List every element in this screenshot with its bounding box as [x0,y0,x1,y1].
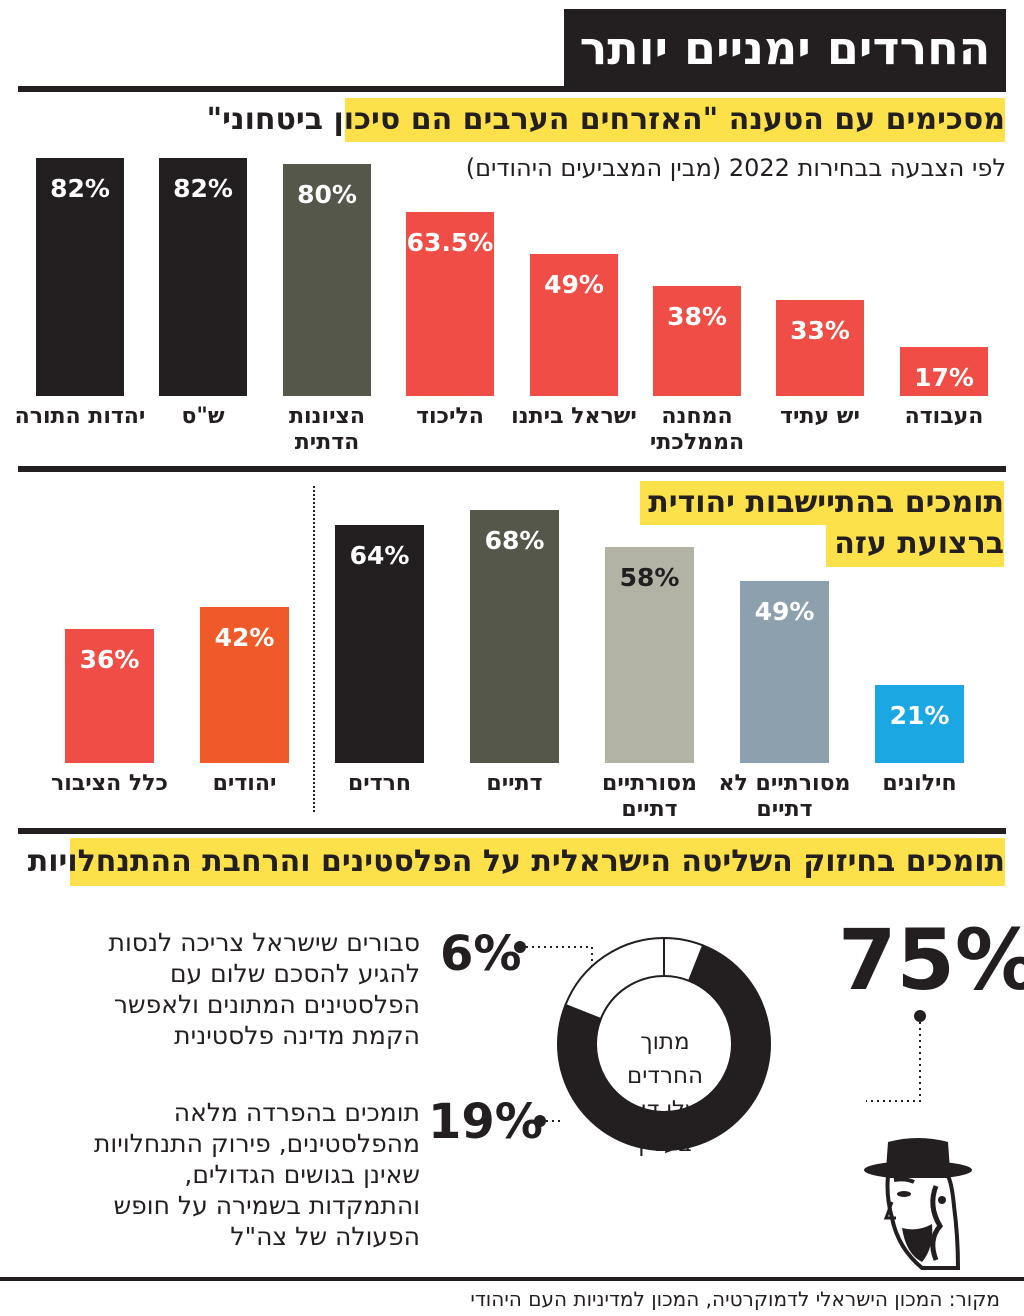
donut-slice [557,944,771,1151]
bar [283,164,371,396]
category-label: כלל הציבור [51,771,168,796]
donut-center-line: בעלי דעה [617,1097,713,1123]
category-label: חילונים [882,771,957,796]
section1-subtitle: לפי הצבעה בבחירות 2022 (מבין המצביעים הי… [465,154,1006,182]
bar-value-label: 33% [790,316,850,346]
category-label: העבודה [904,404,984,429]
leader-19-dot [534,1115,546,1127]
desc-19-line: שאינן בגושים הגדולים, [184,1160,420,1189]
donut-center-line: החרדים [627,1063,703,1089]
leader-75 [866,1016,921,1102]
bar-value-label: 64% [349,540,410,570]
bar [406,211,494,396]
category-label: ש"ס [181,404,225,429]
bar [159,158,247,396]
category-label: יהדות התורה [14,404,146,429]
bar-value-label: 49% [754,596,815,626]
desc-19-line: והתמקדות בשמירה על חופש [113,1191,420,1220]
donut-center-line: מתוך [640,1029,690,1055]
section2-title-line1: תומכים בהתיישבות יהודית [640,481,1004,525]
desc-6-line: הפלסטינים המתונים ולאפשר [113,990,420,1019]
donut-slice [564,936,665,1021]
bar [470,510,559,763]
donut-chart [557,936,771,1151]
donut-center-line: בעניין [638,1131,692,1157]
section1-rule [18,466,1006,472]
desc-19-line: הפעולה של צה"ל [230,1222,420,1251]
header-rule [18,86,1006,92]
bar-value-label: 17% [914,362,974,392]
category-label: יש עתיד [780,404,860,429]
source-note: מקור: המכון הישראלי לדמוקרטיה, המכון למד… [470,1287,1000,1311]
desc-19-line: תומכים בהפרדה מלאה [173,1098,420,1127]
source-rule [0,1277,1024,1281]
category-label: הליכוד [416,404,484,429]
bar [530,253,618,396]
bar-value-label: 42% [214,622,275,652]
desc-6-line: להגיע להסכם שלום עם [169,959,420,988]
value-19: 19% [428,1094,543,1150]
category-label: מסורתיים דתיים [602,771,697,822]
bar [653,285,741,396]
section3-title: תומכים בחיזוק השליטה הישראלית על הפלסטינ… [28,838,1005,886]
value-6: 6% [440,926,522,982]
donut-slice [663,936,705,983]
category-label: דתיים [486,771,543,796]
desc-6-line: סבורים שישראל צריכה לנסות [108,928,420,957]
section2-divider [313,486,315,812]
desc-6-line: הקמת מדינה פלסטינית [174,1021,420,1050]
value-75: 75% [838,911,1024,1009]
leader-75-dot [914,1010,926,1022]
bar [900,346,988,396]
desc-19-line: מהפלסטינים, פירוק התנחלויות [93,1129,420,1158]
category-label: הציונות הדתית [288,404,366,455]
section2-title-line2: ברצועת עזה [826,521,1004,567]
bar [776,300,864,396]
category-label: המחנה הממלכתי [649,404,745,455]
category-label: מסורתיים לא דתיים [718,771,851,822]
bar-value-label: 21% [889,700,950,730]
haredi-man-icon [864,1138,972,1270]
bar-value-label: 63.5% [406,227,494,257]
bar-value-label: 82% [173,174,233,204]
section2-rule [18,828,1006,834]
bar-value-label: 58% [619,563,680,593]
bar-value-label: 80% [297,180,357,209]
bar [605,547,694,763]
category-label: ישראל ביתנו [511,404,637,429]
category-label: יהודים [212,771,277,796]
bar [875,684,964,763]
bar [335,524,424,763]
bar [65,629,154,763]
bar-value-label: 49% [544,269,604,299]
bar [200,606,289,763]
bar [740,580,829,763]
bar-value-label: 38% [667,301,727,331]
category-label: חרדים [347,771,412,796]
bar-value-label: 68% [484,526,545,556]
bar-value-label: 36% [79,645,140,675]
bar-value-label: 82% [50,174,110,204]
bar [36,158,124,396]
section1-title: מסכימים עם הטענה "האזרחים הערבים הם סיכו… [207,98,1005,142]
page-title: החרדים ימניים יותר [564,9,1006,87]
leader-6-dot [514,941,526,953]
